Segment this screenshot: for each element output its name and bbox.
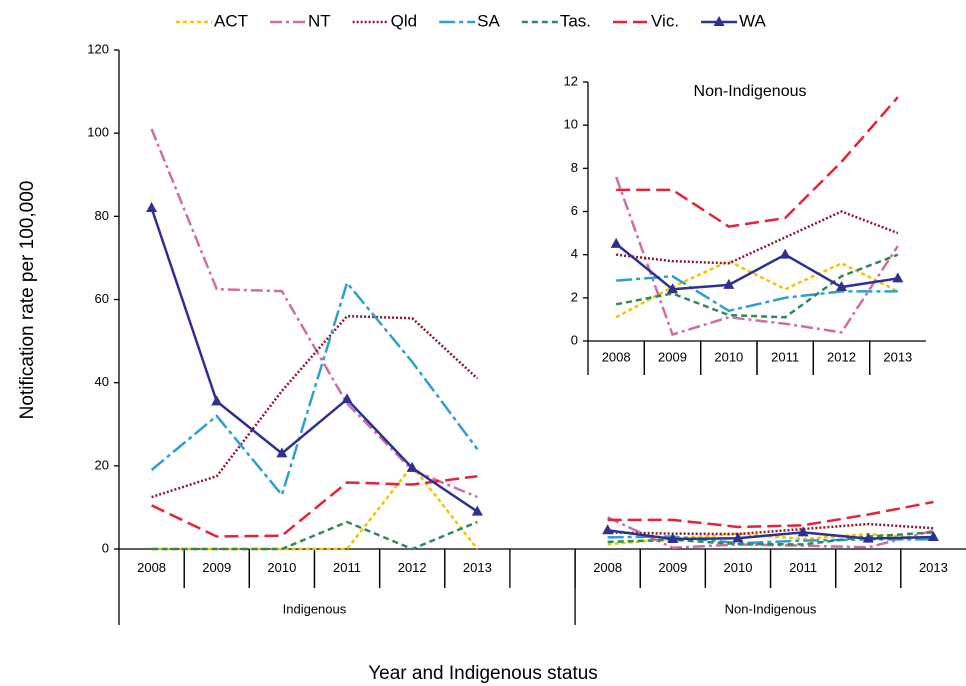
- x-axis-title: Year and Indigenous status: [368, 663, 598, 684]
- x-tick-label: 2013: [883, 349, 912, 364]
- series-line: [615, 242, 899, 291]
- x-tick-label: 2009: [658, 349, 687, 364]
- x-tick-label: 2013: [463, 560, 492, 575]
- y-tick-label: 12: [564, 73, 578, 88]
- group-label: Indigenous: [283, 601, 347, 616]
- series-line: [616, 274, 898, 313]
- series-marker: [862, 532, 874, 543]
- series-marker: [471, 505, 483, 516]
- x-tick-label: 2012: [827, 349, 856, 364]
- group-label: Non-Indigenous: [725, 601, 817, 616]
- series-marker: [667, 283, 678, 294]
- series-marker: [667, 533, 679, 544]
- x-tick-label: 2010: [714, 349, 743, 364]
- series-line: [616, 210, 899, 265]
- x-tick-label: 2010: [724, 560, 753, 575]
- legend-label: ACT: [214, 11, 248, 30]
- series-marker: [211, 395, 223, 406]
- legend-label: NT: [308, 11, 331, 30]
- series-line: [151, 520, 934, 551]
- legend-label: Qld: [391, 11, 417, 30]
- series-marker: [927, 530, 939, 541]
- x-tick-label: 2011: [333, 560, 361, 575]
- legend-label: WA: [739, 11, 766, 30]
- y-tick-label: 0: [571, 332, 578, 347]
- inset-title: Non-Indigenous: [694, 83, 807, 100]
- y-tick-label: 40: [95, 374, 109, 389]
- y-tick-label: 0: [102, 540, 109, 555]
- x-tick-label: 2009: [202, 560, 231, 575]
- series-marker: [836, 281, 847, 292]
- y-tick-label: 10: [564, 117, 578, 132]
- series-line: [150, 280, 934, 545]
- y-axis-title: Notification rate per 100,000: [17, 181, 38, 420]
- series-marker: [732, 532, 744, 543]
- x-tick-label: 2011: [771, 349, 799, 364]
- x-tick-label: 2008: [593, 560, 622, 575]
- series-line: [150, 207, 934, 541]
- x-tick-label: 2008: [137, 560, 166, 575]
- y-tick-label: 2: [571, 289, 578, 304]
- series-marker: [341, 393, 353, 404]
- series-line: [615, 253, 899, 319]
- series-marker: [146, 202, 158, 213]
- legend-label: SA: [477, 11, 500, 30]
- series-marker: [610, 237, 622, 248]
- legend-marker: [713, 16, 725, 26]
- series-line: [614, 176, 899, 337]
- series-line: [616, 96, 899, 228]
- x-tick-label: 2010: [267, 560, 296, 575]
- legend-label: Tas.: [560, 11, 591, 30]
- legend-label: Vic.: [651, 11, 679, 30]
- y-tick-label: 6: [571, 203, 578, 218]
- y-tick-label: 60: [95, 291, 109, 306]
- series-marker: [723, 278, 735, 289]
- y-tick-label: 80: [95, 208, 109, 223]
- y-tick-label: 120: [87, 41, 109, 56]
- y-tick-label: 8: [571, 160, 578, 175]
- x-tick-label: 2012: [854, 560, 883, 575]
- series-line: [150, 128, 934, 550]
- x-tick-label: 2011: [789, 560, 817, 575]
- series-marker: [276, 447, 288, 458]
- y-tick-label: 4: [571, 246, 578, 261]
- x-tick-label: 2009: [658, 560, 687, 575]
- series-marker: [892, 272, 904, 283]
- series-marker: [602, 524, 614, 535]
- series-line: [151, 314, 934, 536]
- x-tick-label: 2013: [919, 560, 948, 575]
- series-line: [615, 259, 899, 319]
- y-tick-label: 100: [87, 125, 109, 140]
- series-marker: [797, 526, 809, 537]
- x-tick-label: 2008: [602, 349, 631, 364]
- y-tick-label: 20: [95, 457, 109, 472]
- series-line: [151, 474, 934, 538]
- series-marker: [779, 248, 791, 259]
- series-marker: [406, 461, 418, 472]
- x-tick-label: 2012: [398, 560, 427, 575]
